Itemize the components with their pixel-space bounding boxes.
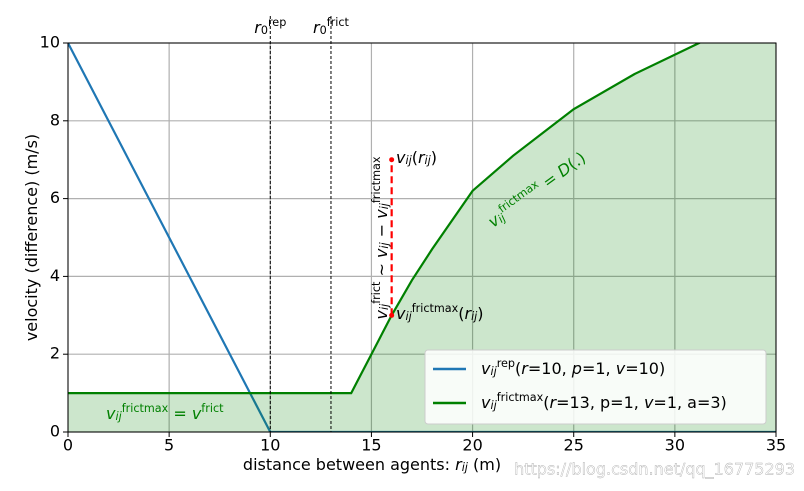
x-tick-label: 35 [766, 436, 786, 455]
annotation-part: frictmax [412, 302, 459, 315]
annotation-part: ) [431, 148, 437, 167]
y-tick-label: 2 [50, 344, 60, 363]
reference-label-part: r [254, 18, 262, 37]
reference-label-part: 0 [261, 24, 268, 37]
annotation-part: v [106, 404, 116, 423]
annotation-part: = [168, 404, 192, 423]
annotation-part: ) [477, 304, 483, 323]
x-tick-label: 30 [665, 436, 685, 455]
annotation: vijfrict ~ vij − vijfrictmax [370, 156, 391, 319]
annotation: vij(rij) [396, 148, 437, 168]
legend-label-part: =1, a=3) [653, 393, 726, 412]
line [68, 43, 702, 395]
legend-label-part: v [481, 359, 491, 378]
annotation-part: ij [471, 310, 478, 323]
legend-label-part: =13, p=1, [556, 393, 644, 412]
x-tick-label: 20 [462, 436, 482, 455]
legend-label-part: v [481, 393, 491, 412]
reference-label-part: frict [327, 16, 350, 29]
legend-label-part: =10) [625, 359, 665, 378]
reference-label-part: 0 [320, 24, 327, 37]
reference-label: r0rep [254, 16, 286, 37]
annotation-part: ij [378, 202, 391, 209]
x-tick-label: 10 [260, 436, 280, 455]
x-tick-label: 0 [63, 436, 73, 455]
y-tick-label: 4 [50, 266, 60, 285]
legend-label-part: ( [515, 359, 521, 378]
legend-label-part: r [550, 393, 558, 412]
annotation: vijfrictmax(rij) [396, 302, 484, 323]
annotation-part: ij [378, 303, 391, 310]
annotation-part: v [372, 309, 391, 319]
watermark: https://blog.csdn.net/qq_16775293 [514, 460, 795, 480]
annotation-part: v [192, 404, 202, 423]
segment-end [389, 312, 395, 318]
x-axis-label-part: ij [462, 461, 469, 474]
y-tick-label: 6 [50, 188, 60, 207]
x-axis-label: distance between agents: rij (m) [243, 455, 501, 475]
legend-label: vijfrictmax(r=13, p=1, v=1, a=3) [481, 391, 727, 412]
annotation-part: ij [425, 154, 432, 167]
y-axis-label: velocity (difference) (m/s) [22, 134, 41, 341]
x-axis-label-part: (m) [468, 455, 501, 474]
area [68, 43, 776, 432]
reference-label-part: r [313, 18, 321, 37]
x-axis-label-part: r [455, 455, 463, 474]
legend-label-part: v [644, 393, 654, 412]
annotation-part: v [372, 209, 391, 219]
legend-label: vijrep(r=10, p=1, v=10) [481, 357, 665, 378]
legend-label-part: v [616, 359, 626, 378]
annotation-part: ( [458, 304, 464, 323]
annotation-part: frict [201, 402, 224, 415]
legend-label-part: =10, [528, 359, 572, 378]
x-tick-label: 15 [361, 436, 381, 455]
annotation-part: frictmax [122, 402, 169, 415]
annotation-part: frictmax [370, 156, 383, 203]
legend-label-part: p [571, 359, 582, 378]
annotation-part: v [396, 148, 406, 167]
x-tick-label: 5 [164, 436, 174, 455]
y-tick-label: 0 [50, 422, 60, 441]
reference-label-part: rep [268, 16, 286, 29]
annotation-part: r [418, 148, 426, 167]
y-tick-label: 10 [40, 33, 60, 52]
legend-label-part: =1, [582, 359, 616, 378]
annotation-part: ij [405, 154, 412, 167]
annotation-part: r [465, 304, 473, 323]
plot-area [68, 43, 776, 432]
annotation: vijfrictmax = vfrict [106, 402, 224, 423]
annotation-part: ij [378, 241, 391, 248]
annotation-part: frict [370, 281, 383, 304]
annotation-part: − [372, 219, 391, 243]
legend-label-part: ij [490, 399, 497, 412]
legend-label-part: frictmax [497, 391, 544, 404]
x-axis-label-part: distance between agents: [243, 455, 455, 474]
legend-label-part: ( [543, 393, 549, 412]
y-tick-label: 8 [50, 110, 60, 129]
x-tick-label: 25 [564, 436, 584, 455]
annotation-part: ij [115, 410, 122, 423]
annotation-part: v [372, 248, 391, 258]
y-axis-label-part: velocity (difference) (m/s) [22, 134, 41, 341]
annotation-part: v [396, 304, 406, 323]
reference-label: r0frict [313, 16, 350, 37]
annotation-part: ij [405, 310, 412, 323]
annotation-part: ~ [372, 258, 391, 282]
legend-label-part: ij [490, 365, 497, 378]
legend-label-part: rep [497, 357, 515, 370]
plot-frame [67, 42, 777, 433]
line [68, 43, 776, 432]
legend-label-part: r [521, 359, 529, 378]
annotation-part: ( [412, 148, 418, 167]
segment-end [389, 157, 395, 163]
legend-box [424, 349, 767, 425]
